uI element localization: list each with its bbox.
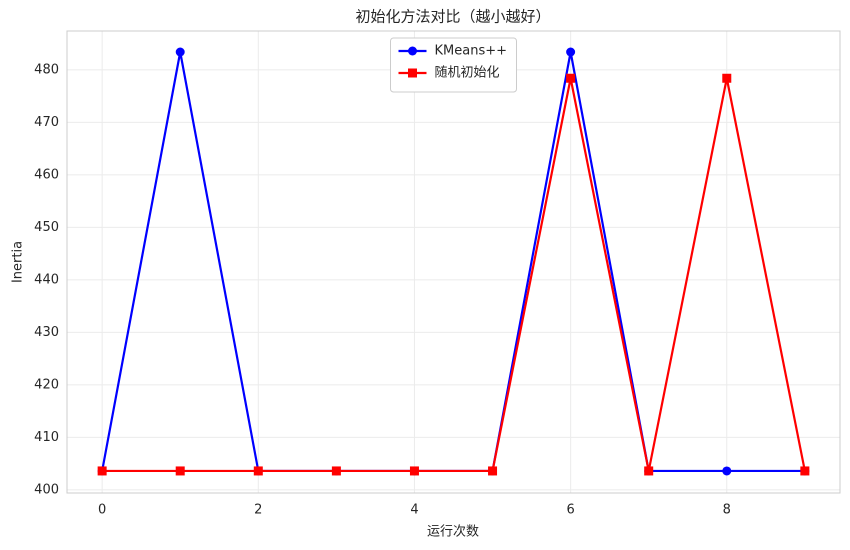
legend-label: 随机初始化	[435, 66, 500, 81]
plot-frame	[66, 30, 841, 494]
x-axis-label: 运行次数	[427, 524, 479, 540]
legend-marker	[408, 46, 417, 56]
y-tick-label: 480	[34, 62, 59, 77]
marker	[253, 466, 263, 476]
marker	[722, 466, 732, 476]
marker	[566, 47, 576, 57]
marker	[566, 73, 576, 83]
x-tick-label: 6	[566, 503, 574, 518]
y-tick-label: 410	[34, 430, 59, 445]
y-tick-label: 400	[34, 482, 59, 497]
y-tick-label: 450	[34, 220, 59, 235]
x-tick-label: 4	[410, 503, 418, 518]
legend: KMeans++ 随机初始化	[390, 37, 517, 93]
line	[101, 51, 805, 473]
marker	[644, 466, 654, 476]
chart-title: 初始化方法对比（越小越好）	[355, 8, 550, 26]
marker	[331, 466, 341, 476]
legend-label: KMeans++	[435, 44, 508, 59]
marker	[175, 47, 185, 57]
marker	[800, 466, 810, 476]
y-tick-label: 460	[34, 167, 59, 182]
marker	[175, 466, 185, 476]
y-tick-label: 440	[34, 272, 59, 287]
marker	[722, 73, 732, 83]
y-tick-label: 470	[34, 115, 59, 130]
marker	[488, 466, 498, 476]
legend-marker	[408, 68, 417, 78]
x-tick-label: 8	[723, 503, 731, 518]
y-axis-label: Inertia	[11, 241, 26, 283]
line	[102, 78, 806, 473]
y-tick-label: 430	[34, 325, 59, 340]
marker	[97, 466, 107, 476]
y-tick-label: 420	[34, 377, 59, 392]
marker	[409, 466, 419, 476]
x-tick-label: 2	[254, 503, 262, 518]
x-tick-label: 0	[98, 503, 106, 518]
